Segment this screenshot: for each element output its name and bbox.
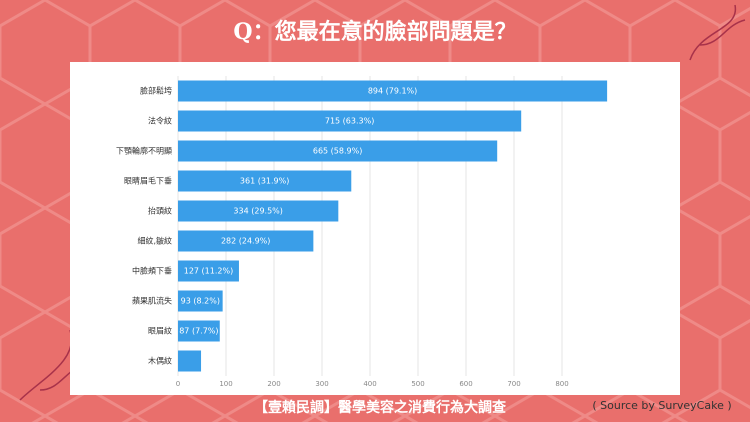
ornament: [689, 4, 746, 61]
bar: [178, 260, 239, 282]
bar: [178, 290, 223, 312]
y-tick-label: 下顎輪廓不明顯: [116, 146, 172, 156]
x-tick-label: 800: [555, 380, 568, 388]
bar: [178, 200, 339, 222]
bar: [178, 80, 608, 102]
y-tick-label: 眼睛眉毛下垂: [124, 176, 172, 186]
x-tick-label: 500: [411, 380, 424, 388]
y-tick-label: 眼眉紋: [148, 326, 172, 336]
value-label: 93 (8.2%): [181, 297, 220, 306]
y-tick-label: 法令紋: [148, 116, 172, 126]
y-tick-label: 蘋果肌流失: [132, 296, 172, 306]
value-label: 361 (31.9%): [240, 177, 289, 186]
value-label: 334 (29.5%): [233, 207, 282, 216]
x-tick-label: 100: [219, 380, 232, 388]
bar: [178, 140, 498, 162]
caption: 【壹賴民調】醫學美容之消費行為大調查: [254, 399, 507, 416]
x-tick-label: 600: [459, 380, 472, 388]
source: ( Source by SurveyCake ): [592, 399, 731, 412]
y-tick-label: 木偶紋: [148, 356, 172, 366]
x-tick-label: 700: [507, 380, 520, 388]
bar: [178, 110, 522, 132]
value-label: 894 (79.1%): [368, 87, 417, 96]
bar: [178, 320, 220, 342]
value-label: 127 (11.2%): [184, 267, 233, 276]
value-label: 87 (7.7%): [179, 327, 218, 336]
bar: [178, 170, 352, 192]
x-tick-label: 400: [363, 380, 376, 388]
value-label: 282 (24.9%): [221, 237, 270, 246]
value-label: 665 (58.9%): [313, 147, 362, 156]
y-tick-label: 抬頭紋: [148, 206, 172, 216]
x-tick-label: 200: [267, 380, 280, 388]
value-label: 715 (63.3%): [325, 117, 374, 126]
y-tick-label: 臉部鬆垮: [140, 86, 172, 96]
x-tick-label: 0: [176, 380, 180, 388]
bar: [178, 350, 202, 372]
y-tick-label: 中臉頰下垂: [132, 266, 172, 276]
chart-title: Q：您最在意的臉部問題是？: [233, 19, 516, 45]
x-tick-label: 300: [315, 380, 328, 388]
bar: [178, 230, 314, 252]
y-tick-label: 細紋,皺紋: [137, 236, 172, 246]
